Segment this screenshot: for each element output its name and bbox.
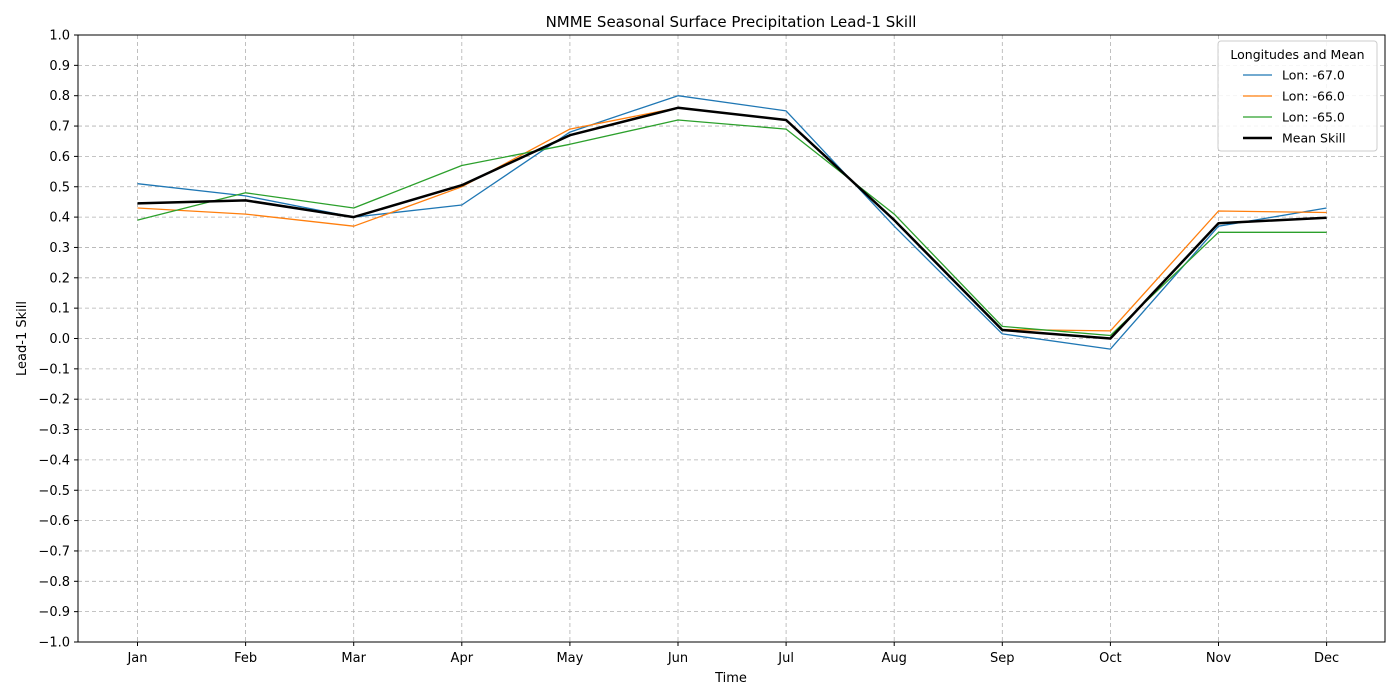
- y-axis: −1.0 −0.9 −0.8 −0.7 −0.6 −0.5 −0.4 −0.3 −0.2 −0.1…: [38, 29, 78, 651]
- y-tick-label: 0.3: [49, 241, 70, 256]
- legend-label: Lon: -65.0: [1282, 110, 1345, 125]
- y-tick-label: 0.9: [49, 59, 70, 74]
- legend-box: [1217, 40, 1378, 152]
- legend-item[interactable]: Lon: -66.0: [1243, 89, 1345, 104]
- x-tick-label: Oct: [1099, 651, 1121, 666]
- y-tick-label: −0.8: [38, 575, 70, 590]
- legend-item[interactable]: Lon: -65.0: [1243, 110, 1345, 125]
- x-tick-label: Nov: [1206, 651, 1232, 666]
- y-tick-label: −0.1: [38, 362, 70, 377]
- legend-item[interactable]: Lon: -67.0: [1243, 68, 1345, 83]
- legend-label: Mean Skill: [1282, 131, 1346, 146]
- y-tick-label: 0.4: [49, 211, 70, 226]
- legend[interactable]: Longitudes and Mean Lon: -67.0 Lon: -66.0 L…: [1217, 40, 1378, 152]
- y-tick-label: −1.0: [38, 636, 70, 651]
- series-lines: [137, 95, 1327, 350]
- y-tick-label: −0.9: [38, 605, 70, 620]
- y-tick-label: −0.2: [38, 393, 70, 408]
- legend-label: Lon: -67.0: [1282, 68, 1345, 83]
- y-axis-title: Lead-1 Skill: [15, 301, 30, 376]
- x-axis: Jan Feb Mar Apr May Jun Jul Aug Sep Oct Nov Dec: [126, 642, 1339, 666]
- x-tick-label: Jun: [667, 651, 688, 666]
- x-tick-label: May: [556, 651, 583, 666]
- x-tick-label: Aug: [882, 651, 907, 666]
- x-tick-label: Feb: [234, 651, 257, 666]
- y-tick-label: −0.5: [38, 484, 70, 499]
- legend-title: Longitudes and Mean: [1230, 47, 1364, 62]
- legend-label: Lon: -66.0: [1282, 89, 1345, 104]
- chart-title: NMME Seasonal Surface Precipitation Lead…: [546, 13, 917, 31]
- x-tick-label: Mar: [341, 651, 366, 666]
- y-tick-label: −0.6: [38, 514, 70, 529]
- y-tick-label: −0.7: [38, 544, 70, 559]
- y-tick-label: 0.5: [49, 180, 70, 195]
- y-tick-label: 0.2: [49, 271, 70, 286]
- y-tick-label: 0.7: [49, 120, 70, 135]
- x-tick-label: Apr: [451, 651, 474, 666]
- x-tick-label: Sep: [990, 651, 1015, 666]
- y-tick-label: 0.1: [49, 302, 70, 317]
- y-tick-label: 0.6: [49, 150, 70, 165]
- series-line-3: [137, 106, 1327, 340]
- x-tick-label: Jul: [777, 651, 794, 666]
- legend-item[interactable]: Mean Skill: [1243, 131, 1346, 146]
- x-tick-label: Jan: [126, 651, 147, 666]
- y-tick-label: 1.0: [49, 29, 70, 44]
- y-tick-label: 0.0: [49, 332, 70, 347]
- x-tick-label: Dec: [1314, 651, 1339, 666]
- y-tick-label: −0.3: [38, 423, 70, 438]
- y-tick-label: −0.4: [38, 453, 70, 468]
- y-tick-label: 0.8: [49, 89, 70, 104]
- x-axis-title: Time: [714, 671, 747, 686]
